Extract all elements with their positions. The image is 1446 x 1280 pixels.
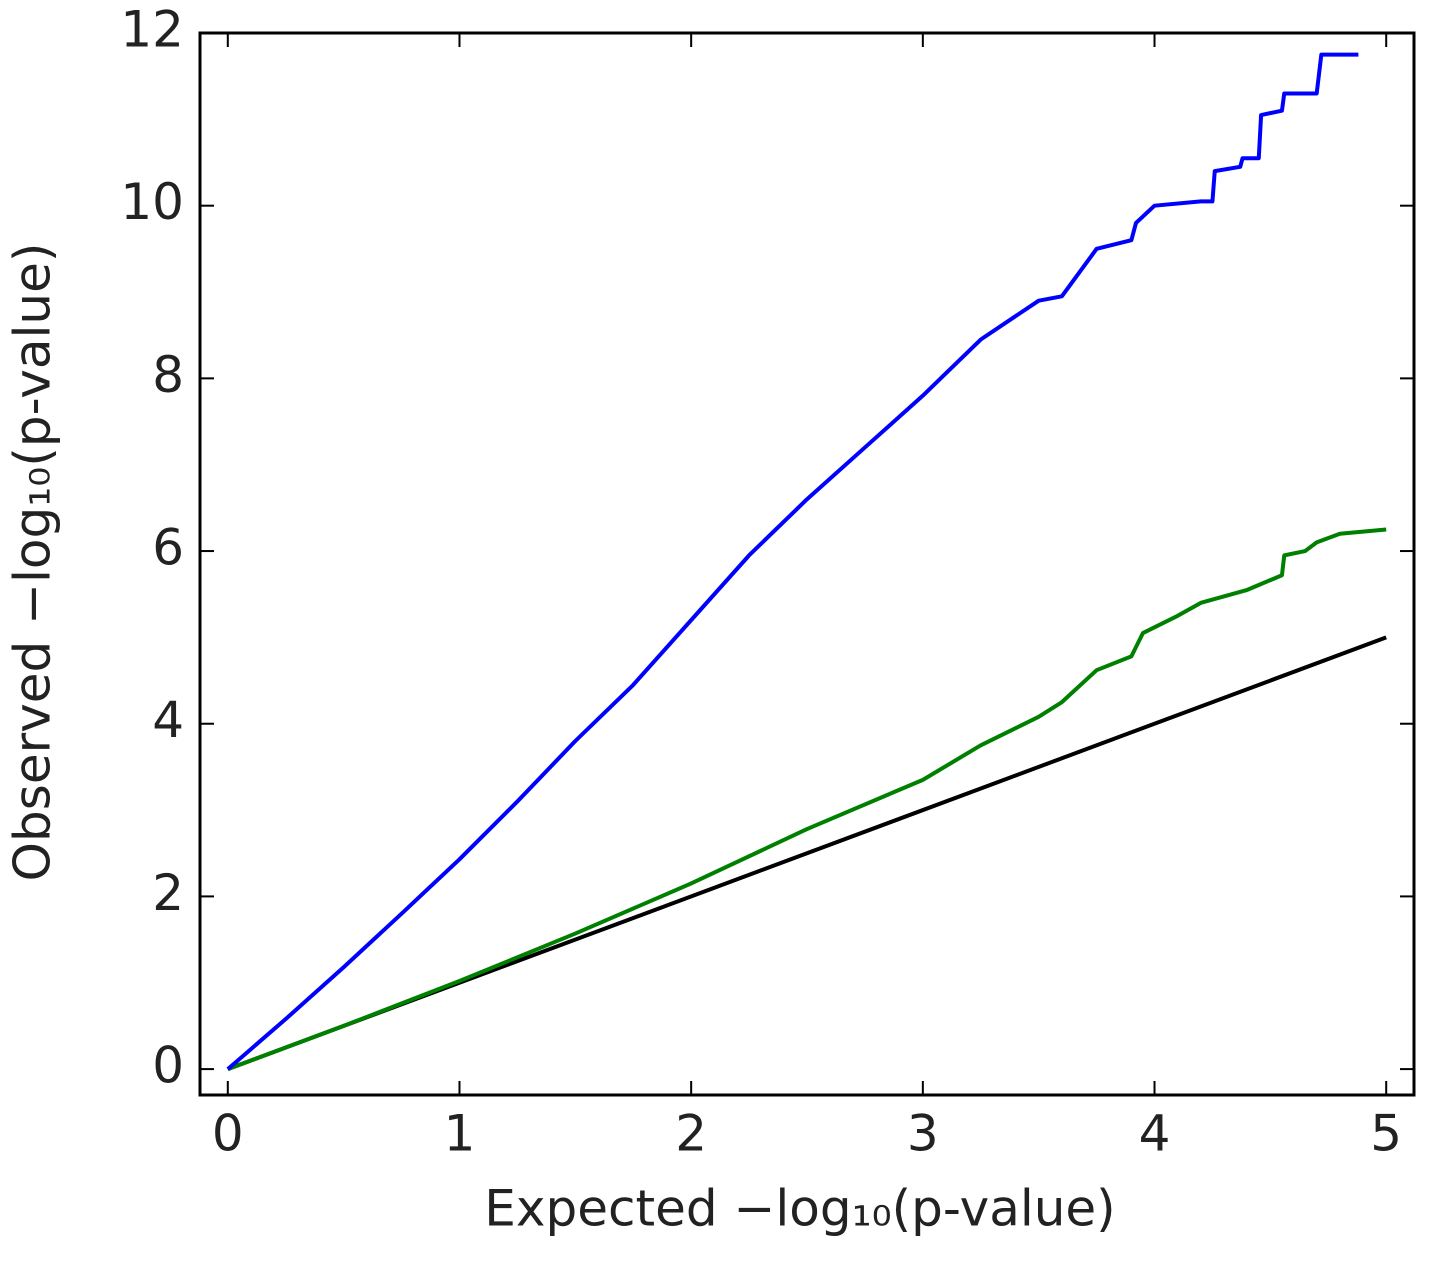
y-tick-label: 4 [152,691,184,749]
y-tick-label: 10 [120,173,184,231]
x-tick-label: 2 [675,1105,707,1163]
x-tick-label: 5 [1370,1105,1402,1163]
plot-frame [198,31,1416,1097]
y-tick-label: 2 [152,864,184,922]
x-tick-label: 1 [444,1105,476,1163]
y-tick-label: 8 [152,346,184,404]
y-tick-label: 0 [152,1037,184,1095]
y-axis-label: Observed −log₁₀(p-value) [4,243,62,882]
x-tick-label: 3 [907,1105,939,1163]
data-line [227,527,1387,1071]
y-tick-label: 6 [152,519,184,577]
x-tick-label: 4 [1139,1105,1171,1163]
x-axis-label: Expected −log₁₀(p-value) [484,1180,1115,1238]
data-line [226,52,1359,1071]
y-tick-label: 12 [120,1,184,59]
x-tick-label: 0 [212,1105,244,1163]
